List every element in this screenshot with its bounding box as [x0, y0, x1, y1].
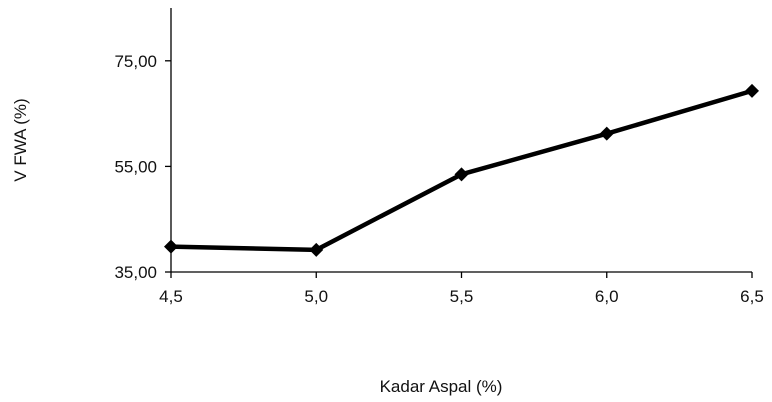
x-tick-label: 5,0 — [304, 287, 328, 306]
x-axis-title: Kadar Aspal (%) — [380, 377, 503, 396]
x-tick-label: 4,5 — [159, 287, 183, 306]
x-tick-label: 6,0 — [595, 287, 619, 306]
y-tick-label: 75,00 — [114, 52, 157, 71]
x-tick-label: 5,5 — [450, 287, 474, 306]
y-axis-title: V FWA (%) — [11, 98, 30, 181]
data-point-marker — [599, 126, 614, 141]
tick-marks — [165, 60, 753, 278]
x-tick-label: 6,5 — [740, 287, 764, 306]
data-point-marker — [745, 83, 759, 98]
y-tick-label: 35,00 — [114, 263, 157, 282]
data-point-marker — [164, 239, 178, 254]
y-tick-label: 55,00 — [114, 157, 157, 176]
data-point-marker — [454, 167, 469, 182]
tick-labels: 35,00 55,00 75,00 4,5 5,0 5,5 6,0 6,5 — [114, 52, 763, 306]
chart-axes — [170, 8, 752, 273]
data-point-marker — [309, 242, 324, 257]
series-group — [164, 83, 759, 257]
